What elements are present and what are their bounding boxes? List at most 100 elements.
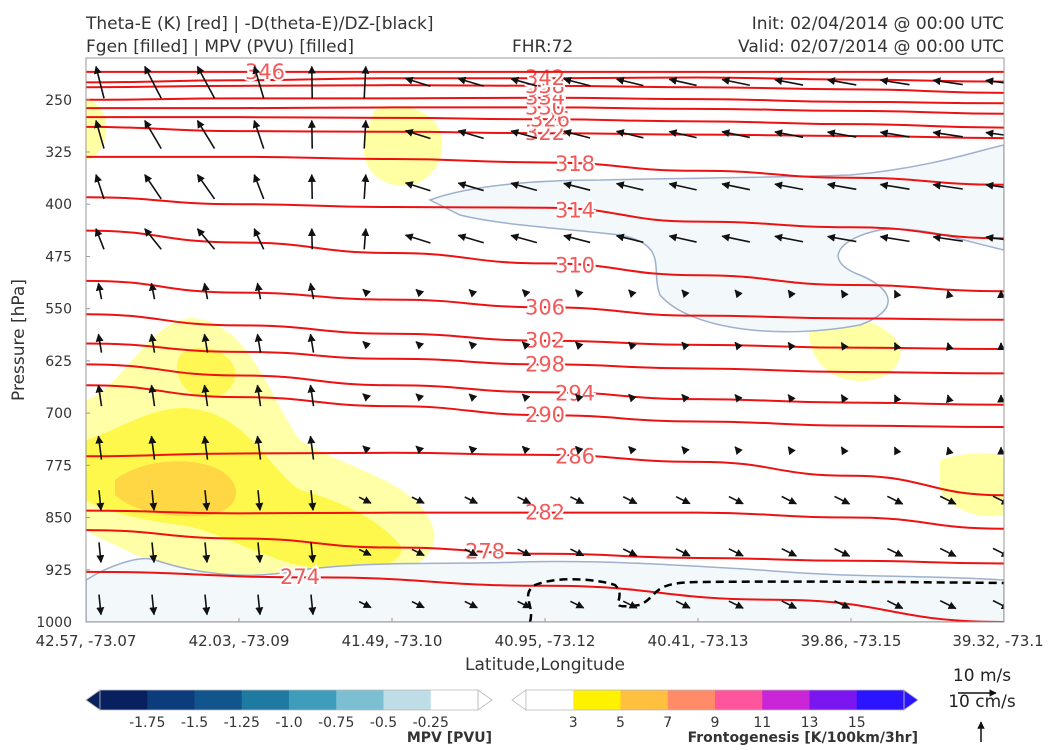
wind-vector-3 [252, 65, 265, 99]
theta-e-contour-274 [86, 570, 1004, 622]
theta-e-label-342: 342 [525, 66, 565, 90]
x-tick-label-5: 39.86, -73.15 [801, 632, 902, 650]
wind-vector-57 [253, 228, 265, 250]
theta-e-contour-298 [86, 342, 1004, 375]
wind-vector-73 [148, 282, 157, 300]
wind-vector-189 [570, 600, 585, 609]
theta-e-label-282: 282 [525, 501, 565, 525]
wind-vector-175 [781, 548, 798, 557]
wind-vector-31 [774, 129, 804, 139]
wind-scale-vertical: 10 cm/s [948, 692, 1016, 712]
wind-vector-76 [307, 282, 316, 300]
wind-vector-182 [202, 594, 211, 616]
wind-vector-140 [840, 446, 849, 456]
wind-vector-79 [468, 289, 478, 298]
wind-vector-122 [840, 394, 849, 404]
theta-e-contour-290 [86, 384, 1004, 429]
wind-vector-148 [308, 490, 317, 511]
mpv-colorbar-outline [99, 689, 479, 711]
theta-e-label-314: 314 [555, 198, 595, 222]
wind-vector-66 [721, 233, 750, 243]
fgen-colorbar-extend-low [511, 689, 527, 711]
wind-vector-87 [893, 289, 902, 299]
wind-vector-147 [255, 490, 264, 511]
fgen-colorbar-tick-6: 15 [848, 715, 866, 731]
fgen-colorbar-outline [525, 689, 905, 711]
wind-vector-144 [96, 490, 105, 511]
wind-vector-168 [411, 548, 425, 557]
wind-vector-190 [622, 600, 638, 609]
theta-e-contour-334 [86, 96, 1004, 105]
mpv-colorbar-tick-5: -0.5 [370, 715, 397, 731]
wind-vector-layer [93, 65, 1004, 616]
mpv-colorbar-extend-low [85, 689, 101, 711]
theta-e-contour-302 [86, 313, 1004, 351]
wind-vector-75 [254, 282, 263, 300]
wind-vector-63 [563, 233, 591, 244]
x-tick-label-6: 39.32, -73.1 [952, 632, 1043, 650]
wind-vector-165 [255, 542, 264, 564]
wind-vector-64 [615, 233, 644, 244]
mpv-colorbar-extend-high [477, 689, 493, 711]
wind-vector-37 [144, 174, 162, 200]
fgen-colorbar-tick-1: 5 [616, 715, 625, 731]
init-time: Init: 02/04/2014 @ 00:00 UTC [751, 14, 1004, 34]
theta-e-label-286: 286 [555, 444, 595, 468]
wind-vector-183 [255, 594, 264, 616]
wind-vector-139 [787, 446, 796, 456]
wind-vector-19 [144, 119, 162, 149]
wind-vector-133 [468, 445, 478, 455]
wind-vector-36 [94, 173, 105, 200]
wind-vector-68 [826, 233, 857, 243]
mpv-colorbar-tick-4: -0.75 [318, 715, 354, 731]
wind-vector-135 [575, 445, 584, 455]
y-tick-label-7: 775 [45, 458, 72, 474]
theta-e-contour-310 [86, 229, 1004, 293]
wind-vector-108 [95, 384, 104, 407]
wind-vector-177 [886, 547, 904, 557]
wind-vector-155 [675, 495, 691, 505]
wind-vector-80 [521, 289, 531, 298]
wind-vector-5 [361, 65, 370, 99]
wind-vector-188 [517, 600, 532, 609]
wind-vector-50 [826, 181, 857, 191]
mpv-region-upper [428, 144, 1004, 333]
wind-vector-120 [734, 393, 743, 403]
wind-vector-14 [826, 77, 857, 86]
wind-vector-70 [932, 233, 963, 243]
wind-vector-65 [668, 233, 697, 243]
wind-vector-196 [939, 599, 957, 610]
mpv-colorbar-tick-1: -1.5 [181, 715, 208, 731]
wind-vector-103 [787, 341, 796, 351]
fgen-colorbar-swatch-5 [762, 690, 810, 710]
x-tick-label-3: 40.95, -73.12 [495, 632, 596, 650]
fgen-colorbar-tick-3: 9 [711, 715, 720, 731]
wind-vector-158 [834, 495, 851, 505]
wind-vector-92 [201, 333, 210, 353]
wind-vector-41 [361, 173, 370, 199]
wind-vector-191 [675, 600, 691, 609]
wind-vector-157 [781, 495, 798, 505]
chart-title-line2: Fgen [filled] | MPV (PVU) [filled] [86, 37, 355, 57]
y-tick-label-4: 550 [45, 302, 72, 318]
wind-vector-161 [992, 495, 1004, 505]
fgen-region-upper-center [363, 106, 443, 186]
wind-vector-74 [201, 282, 210, 300]
theta-e-contour-306 [86, 279, 1004, 321]
fgen-colorbar-swatch-3 [667, 690, 716, 710]
wind-vector-0 [93, 65, 105, 99]
theta-e-contour-294 [86, 363, 1004, 406]
wind-vector-126 [95, 435, 104, 460]
wind-vector-10 [615, 76, 644, 87]
wind-vector-7 [457, 76, 484, 87]
wind-vector-115 [468, 393, 478, 402]
wind-vector-52 [932, 181, 963, 190]
wind-vector-152 [517, 496, 532, 505]
wind-vector-100 [628, 341, 637, 351]
wind-vector-160 [939, 495, 957, 505]
y-tick-label-10: 1000 [36, 615, 72, 631]
mpv-colorbar-tick-0: -1.75 [129, 715, 165, 731]
wind-vector-34 [932, 129, 963, 138]
mpv-colorbar-swatch-3 [241, 690, 290, 710]
theta-e-contour-314 [86, 196, 1004, 240]
